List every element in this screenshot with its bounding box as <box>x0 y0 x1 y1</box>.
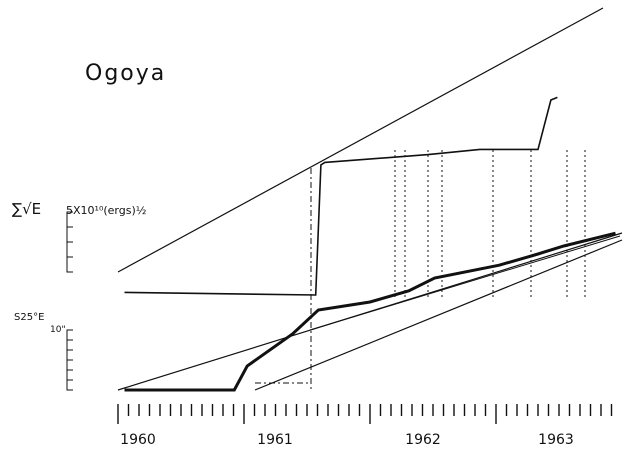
x-tick-label-1960: 1960 <box>120 432 156 448</box>
x-tick-label-1963: 1963 <box>538 432 574 448</box>
lower-envelope-line-2 <box>254 239 623 391</box>
x-tick-label-1961: 1961 <box>257 432 293 448</box>
lower-axis-sub: 10" <box>50 325 66 335</box>
lower-axis-bracket <box>66 329 73 391</box>
upper-axis-symbol: ∑√E <box>12 200 41 218</box>
upper-axis-label: 5X10¹⁰(ergs)½ <box>66 204 146 217</box>
x-tick-label-1962: 1962 <box>405 432 441 448</box>
upper-axis-bracket <box>66 211 73 273</box>
upper-envelope-line <box>117 7 604 273</box>
chart-lines <box>66 7 623 392</box>
chart-title: Ogoya <box>85 61 166 86</box>
lower-envelope-line-3 <box>309 235 621 331</box>
lower-displacement-series <box>124 231 616 392</box>
lower-axis-label: S25°E <box>14 312 44 323</box>
x-axis-ticks <box>117 404 613 424</box>
x-axis-labels: 1960 1961 1962 1963 <box>120 432 574 448</box>
upper-strain-series <box>124 96 558 296</box>
